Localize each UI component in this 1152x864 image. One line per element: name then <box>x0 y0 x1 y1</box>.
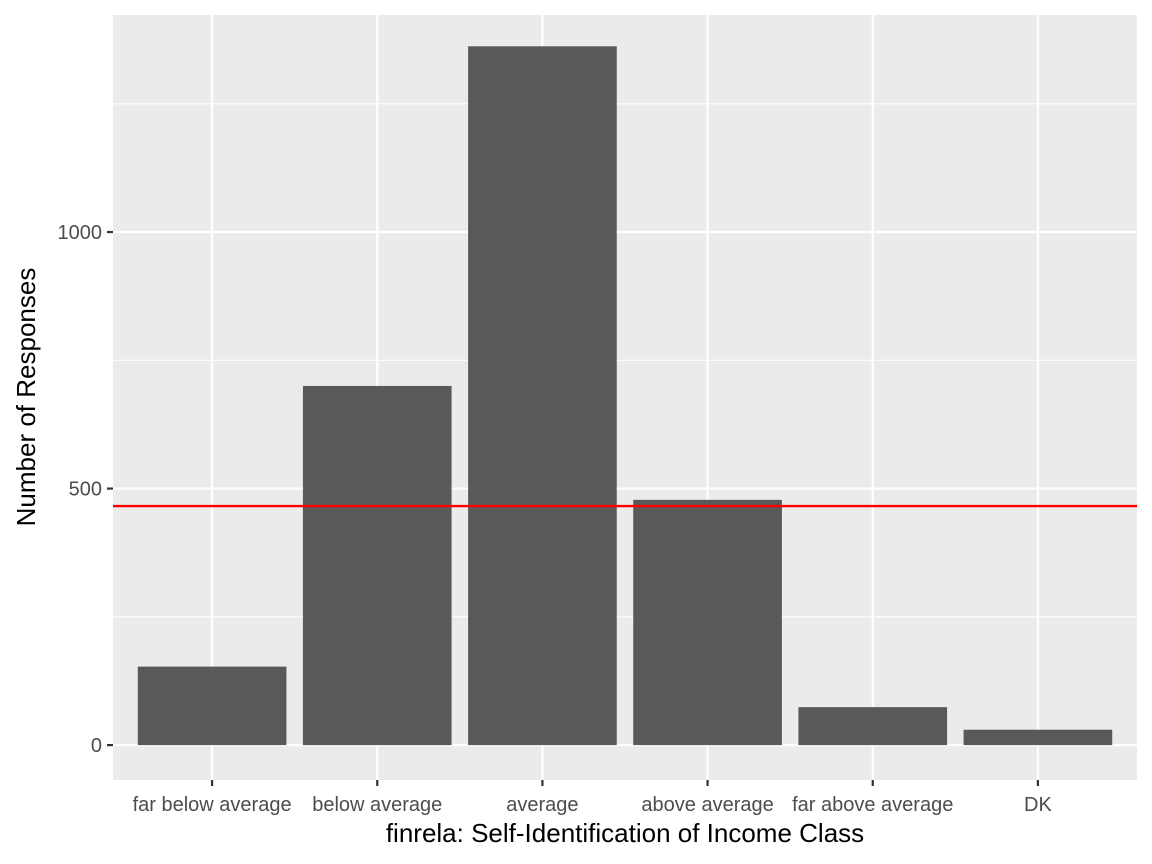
x-axis-title: finrela: Self-Identification of Income C… <box>386 818 864 848</box>
bar <box>302 385 452 746</box>
x-tick-label: DK <box>1024 794 1052 816</box>
y-tick-label: 0 <box>91 735 102 757</box>
x-tick-label: above average <box>641 794 773 816</box>
x-tick-label: average <box>506 794 578 816</box>
bar <box>798 707 948 746</box>
x-tick-label: below average <box>312 794 442 816</box>
x-tick-label: far above average <box>792 794 953 816</box>
x-axis: far below average below average average abo… <box>133 780 1052 816</box>
minor-gridlines <box>113 103 1137 618</box>
bar <box>963 729 1113 746</box>
y-axis: 0 500 1000 <box>58 222 113 757</box>
y-tick-label: 500 <box>69 479 102 501</box>
bar <box>633 499 782 746</box>
bars-group <box>137 46 1113 746</box>
panel-background <box>113 15 1137 780</box>
y-axis-title: Number of Responses <box>11 268 41 527</box>
bar <box>468 46 617 746</box>
x-tick-label: far below average <box>133 794 292 816</box>
y-tick-label: 1000 <box>58 222 103 244</box>
bar <box>137 666 287 746</box>
